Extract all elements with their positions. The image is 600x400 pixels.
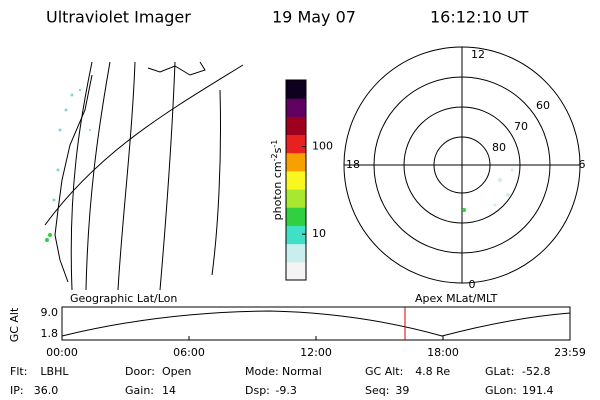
field-value: -9.3: [275, 384, 296, 397]
field-label: Door:: [125, 365, 155, 378]
lat-label: 70: [514, 120, 528, 133]
color-step: [286, 98, 306, 117]
x-tick-label: 06:00: [173, 346, 205, 359]
exponent: -2: [270, 153, 279, 161]
map: [44, 61, 244, 291]
x-tick-label: 00:00: [46, 346, 78, 359]
y-tick-label: 9.0: [41, 306, 59, 319]
y-label: GC Alt: [8, 307, 21, 342]
x-tick-label: 12:00: [300, 346, 332, 359]
field-value: 36.0: [34, 384, 59, 397]
map-title: Geographic Lat/Lon: [70, 292, 177, 305]
mlt-label: 18: [346, 158, 360, 171]
field-label: Seq:: [365, 384, 389, 397]
tick-label: 100: [312, 140, 333, 153]
mlt-label: 0: [469, 278, 476, 291]
footer: Flt: LBHL Door: Open Mode: Normal GC Alt: 4.8 R…: [10, 365, 554, 397]
field-value: 4.8 Re: [415, 365, 450, 378]
field-value: Normal: [282, 365, 322, 378]
field-value: 191.4: [522, 384, 554, 397]
field-value: -52.8: [522, 365, 550, 378]
color-step: [286, 225, 306, 245]
tick-label: 10: [312, 227, 326, 240]
color-step: [286, 134, 306, 154]
color-step: [286, 207, 306, 226]
x-tick-label: 18:00: [427, 346, 459, 359]
field-value: 14: [162, 384, 176, 397]
unit: s: [271, 147, 284, 153]
y-tick-label: 1.8: [41, 327, 59, 340]
field-label: GLon:: [485, 384, 517, 397]
date: 19 May 07: [272, 8, 356, 27]
altitude-curve: [61, 310, 571, 337]
unit: photon cm: [271, 161, 284, 220]
field-label: IP:: [10, 384, 24, 397]
x-ticks: 00:00 06:00 12:00 18:00 23:59: [46, 336, 586, 359]
color-step: [286, 80, 306, 99]
color-step: [286, 189, 306, 208]
field-value: 39: [395, 384, 409, 397]
mlt-label: 12: [471, 48, 485, 61]
instrument: Ultraviolet Imager: [46, 8, 191, 27]
color-step: [286, 152, 306, 172]
polar-title: Apex MLat/MLT: [415, 292, 498, 305]
lat-label: 60: [536, 99, 550, 112]
polar-plot: [343, 46, 581, 284]
color-step: [286, 170, 306, 190]
field-value: LBHL: [40, 365, 69, 378]
field-label: GLat:: [485, 365, 514, 378]
field-label: Dsp:: [245, 384, 270, 397]
colorbar-frame: [285, 79, 307, 281]
colorbar-label: photon cm-2s-1: [270, 140, 285, 221]
exponent: -1: [270, 140, 279, 148]
x-tick-label: 23:59: [554, 346, 586, 359]
color-step: [286, 116, 306, 136]
time: 16:12:10 UT: [430, 8, 529, 27]
field-value: Open: [162, 365, 191, 378]
mlt-label: 6: [579, 158, 586, 171]
color-step: [286, 243, 306, 263]
colorbar: 10 100: [285, 79, 333, 281]
field-label: Gain:: [125, 384, 154, 397]
field-label: Flt:: [10, 365, 27, 378]
color-step: [286, 261, 306, 281]
lat-label: 80: [492, 141, 506, 154]
field-label: GC Alt:: [365, 365, 403, 378]
field-label: Mode:: [245, 365, 279, 378]
